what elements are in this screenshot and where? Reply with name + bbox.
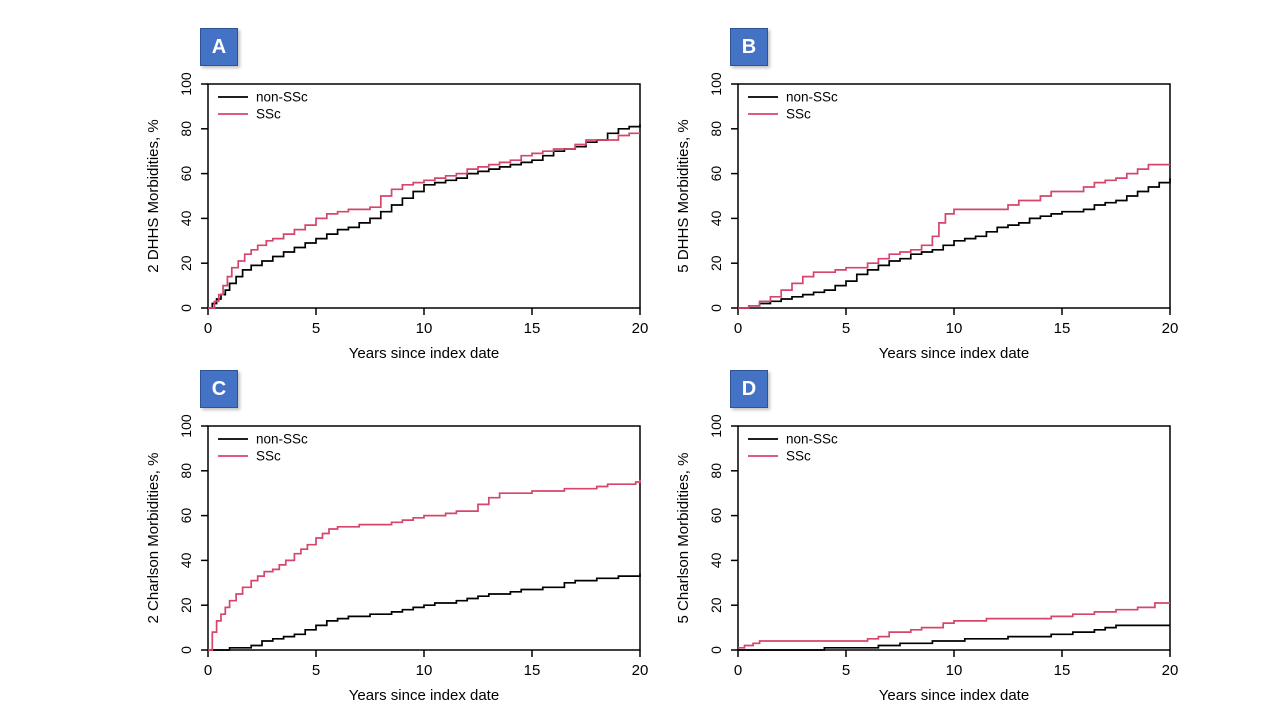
legend-label-non-ssc: non-SSc xyxy=(786,90,838,105)
y-tick-label: 100 xyxy=(178,414,194,438)
y-tick-label: 60 xyxy=(708,166,724,182)
x-tick-label: 5 xyxy=(312,320,320,337)
x-tick-label: 5 xyxy=(842,662,850,679)
y-tick-label: 40 xyxy=(708,552,724,568)
series-line-non-ssc xyxy=(738,178,1171,309)
panel-label-badge: A xyxy=(200,28,238,66)
y-tick-label: 0 xyxy=(178,646,194,654)
y-tick-label: 100 xyxy=(708,414,724,438)
panel-label-badge: D xyxy=(730,370,768,408)
survival-plot: 0 5 10 15 20 0 20 40 60 80 100 Years since index da… xyxy=(675,72,1179,362)
x-tick-label: 0 xyxy=(734,320,742,337)
y-tick-label: 40 xyxy=(178,210,194,226)
y-tick-label: 80 xyxy=(178,463,194,479)
y-tick-label: 40 xyxy=(178,552,194,568)
panel-label-badge: C xyxy=(200,370,238,408)
x-tick-label: 5 xyxy=(842,320,850,337)
x-tick-label: 15 xyxy=(524,662,541,679)
panel-A: A 0 5 10 15 20 0 20 40 60 80 100 Years since index … xyxy=(120,24,650,366)
panel-C: C 0 5 10 15 20 0 20 40 60 80 100 Years since index … xyxy=(120,366,650,708)
y-tick-label: 100 xyxy=(178,72,194,96)
panel-D: D 0 5 10 15 20 0 20 40 60 80 100 Years since index … xyxy=(650,366,1180,708)
series-line-ssc xyxy=(738,602,1170,649)
x-axis-label: Years since index date xyxy=(349,345,499,362)
legend-label-ssc: SSc xyxy=(786,449,811,464)
survival-plot: 0 5 10 15 20 0 20 40 60 80 100 Years since index da… xyxy=(675,414,1179,704)
x-tick-label: 15 xyxy=(1054,662,1071,679)
x-tick-label: 0 xyxy=(204,320,212,337)
legend-label-ssc: SSc xyxy=(256,107,281,122)
x-tick-label: 10 xyxy=(416,662,433,679)
survival-plot: 0 5 10 15 20 0 20 40 60 80 100 Years since index da… xyxy=(145,72,649,362)
series-line-non-ssc xyxy=(738,624,1170,651)
y-tick-label: 100 xyxy=(708,72,724,96)
x-axis-label: Years since index date xyxy=(879,687,1029,704)
legend-label-non-ssc: non-SSc xyxy=(256,432,308,447)
x-tick-label: 0 xyxy=(204,662,212,679)
survival-plot: 0 5 10 15 20 0 20 40 60 80 100 Years since index da… xyxy=(145,414,649,704)
legend-label-non-ssc: non-SSc xyxy=(256,90,308,105)
panel-label-badge: B xyxy=(730,28,768,66)
y-tick-label: 20 xyxy=(178,255,194,271)
y-tick-label: 60 xyxy=(178,166,194,182)
x-tick-label: 15 xyxy=(1054,320,1071,337)
legend-label-non-ssc: non-SSc xyxy=(786,432,838,447)
legend-label-ssc: SSc xyxy=(256,449,281,464)
x-tick-label: 10 xyxy=(416,320,433,337)
x-tick-label: 20 xyxy=(1162,320,1179,337)
x-axis-label: Years since index date xyxy=(879,345,1029,362)
panel-B: B 0 5 10 15 20 0 20 40 60 80 100 Years since index … xyxy=(650,24,1180,366)
y-axis-label: 2 DHHS Morbidities, % xyxy=(145,119,162,272)
y-tick-label: 60 xyxy=(178,508,194,524)
x-axis-label: Years since index date xyxy=(349,687,499,704)
series-line-non-ssc xyxy=(208,124,641,309)
series-line-ssc xyxy=(208,479,641,651)
y-tick-label: 40 xyxy=(708,210,724,226)
figure-grid: A 0 5 10 15 20 0 20 40 60 80 100 Years since index … xyxy=(120,24,1180,712)
y-axis-label: 5 DHHS Morbidities, % xyxy=(675,119,692,272)
y-tick-label: 0 xyxy=(178,304,194,312)
y-tick-label: 0 xyxy=(708,304,724,312)
x-tick-label: 10 xyxy=(946,662,963,679)
x-tick-label: 20 xyxy=(1162,662,1179,679)
series-line-ssc xyxy=(208,132,640,309)
series-line-ssc xyxy=(738,163,1170,309)
y-tick-label: 20 xyxy=(708,255,724,271)
x-tick-label: 20 xyxy=(632,662,649,679)
y-tick-label: 60 xyxy=(708,508,724,524)
x-tick-label: 20 xyxy=(632,320,649,337)
x-tick-label: 5 xyxy=(312,662,320,679)
y-tick-label: 80 xyxy=(708,121,724,137)
y-axis-label: 2 Charlson Morbidities, % xyxy=(145,453,162,624)
y-tick-label: 20 xyxy=(708,597,724,613)
legend-label-ssc: SSc xyxy=(786,107,811,122)
x-tick-label: 10 xyxy=(946,320,963,337)
y-axis-label: 5 Charlson Morbidities, % xyxy=(675,453,692,624)
x-tick-label: 15 xyxy=(524,320,541,337)
y-tick-label: 0 xyxy=(708,646,724,654)
series-line-non-ssc xyxy=(208,573,641,651)
y-tick-label: 20 xyxy=(178,597,194,613)
y-tick-label: 80 xyxy=(708,463,724,479)
y-tick-label: 80 xyxy=(178,121,194,137)
x-tick-label: 0 xyxy=(734,662,742,679)
